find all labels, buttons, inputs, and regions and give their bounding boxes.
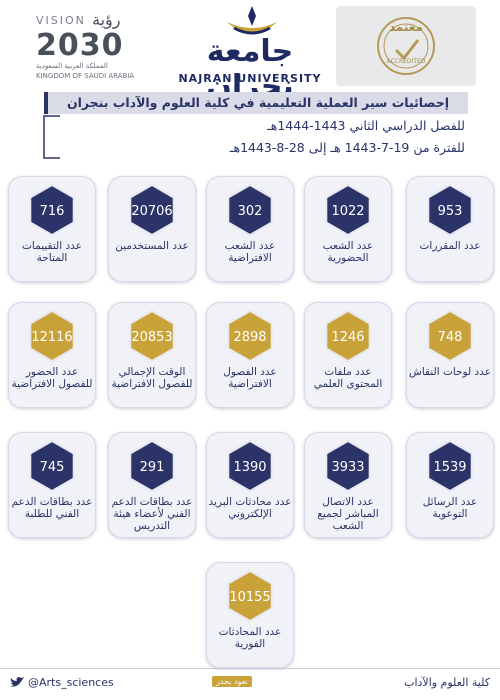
hexagon-badge: 291 bbox=[129, 440, 175, 492]
stat-label: عدد الاتصال المباشر لجميع الشعب bbox=[317, 496, 379, 532]
stat-label: عدد الرسائل التوعوية bbox=[422, 496, 478, 520]
university-name-ar: جامعة نجران bbox=[206, 34, 294, 104]
hexagon bbox=[427, 440, 473, 492]
stat-value: 716 bbox=[40, 204, 65, 219]
stat-value: 1539 bbox=[433, 460, 466, 475]
twitter-handle: @Arts_sciences bbox=[28, 676, 114, 689]
hexagon-badge: 1022 bbox=[325, 184, 371, 236]
stat-label: عدد المحادثات الفورية bbox=[218, 626, 282, 650]
stat-value: 748 bbox=[438, 330, 463, 345]
footer: @Arts_sciences نعود بحذر كلية العلوم وال… bbox=[0, 668, 500, 697]
accreditation-box: معتمد ACCREDITED bbox=[336, 6, 476, 86]
stat-label: عدد ملفات المحتوى العلمي bbox=[313, 366, 383, 390]
stat-label: عدد الشعب الافتراضية bbox=[224, 240, 276, 264]
twitter-icon bbox=[10, 677, 24, 687]
accreditation-en: ACCREDITED bbox=[386, 58, 426, 65]
subtitle-period: للفترة من 19-7-1443 هـ إلى 28-8-1443هـ bbox=[229, 140, 465, 155]
stat-value: 1246 bbox=[331, 330, 364, 345]
hexagon bbox=[227, 184, 273, 236]
stat-value: 2898 bbox=[233, 330, 266, 345]
hexagon bbox=[427, 184, 473, 236]
hashtag: نعود بحذر bbox=[212, 676, 252, 687]
vision-kingdom-en: KINGDOM OF SAUDI ARABIA bbox=[36, 72, 135, 80]
vision-kingdom-ar: المملكة العربية السعودية bbox=[36, 62, 108, 70]
hexagon-badge: 20853 bbox=[129, 310, 175, 362]
stat-value: 953 bbox=[438, 204, 463, 219]
stat-label: عدد لوحات النقاش bbox=[409, 366, 491, 378]
university-emblem bbox=[227, 6, 277, 35]
university-name-en: NAJRAN UNIVERSITY bbox=[178, 72, 322, 85]
hexagon bbox=[129, 440, 175, 492]
vision-label: VISION bbox=[36, 14, 86, 27]
hexagon-badge: 716 bbox=[29, 184, 75, 236]
stat-label: عدد بطاقات الدعم الفني لأعضاء هيئة التدر… bbox=[111, 496, 193, 532]
stat-value: 1390 bbox=[233, 460, 266, 475]
stat-value: 1022 bbox=[331, 204, 364, 219]
stat-value: 745 bbox=[40, 460, 65, 475]
title: إحصائيات سير العملية التعليمية في كلية ا… bbox=[44, 92, 468, 114]
stat-value: 12116 bbox=[31, 330, 72, 345]
stat-label: عدد التقييمات المتاحة bbox=[22, 240, 82, 264]
stat-label: عدد الحضور للفصول الافتراضية bbox=[11, 366, 93, 390]
hexagon bbox=[129, 184, 175, 236]
stat-label: الوقت الإجمالي للفصول الافتراضية bbox=[111, 366, 193, 390]
hexagon bbox=[227, 570, 273, 622]
stat-value: 291 bbox=[140, 460, 165, 475]
stat-value: 3933 bbox=[331, 460, 364, 475]
hexagon bbox=[29, 184, 75, 236]
hexagon-badge: 953 bbox=[427, 184, 473, 236]
hexagon-badge: 1246 bbox=[325, 310, 371, 362]
hexagon-badge: 748 bbox=[427, 310, 473, 362]
subtitle-bracket bbox=[43, 115, 60, 159]
hexagon bbox=[325, 184, 371, 236]
hexagon bbox=[129, 310, 175, 362]
hexagon-badge: 1390 bbox=[227, 440, 273, 492]
hexagon-badge: 302 bbox=[227, 184, 273, 236]
hexagon bbox=[29, 310, 75, 362]
hexagon bbox=[227, 440, 273, 492]
hexagon-badge: 3933 bbox=[325, 440, 371, 492]
hexagon-badge: 2898 bbox=[227, 310, 273, 362]
hexagon-badge: 1539 bbox=[427, 440, 473, 492]
stat-label: عدد الفصول الافتراضية bbox=[223, 366, 277, 390]
stat-value: 302 bbox=[238, 204, 263, 219]
stat-value: 20853 bbox=[131, 330, 172, 345]
vision-arabic: رؤية bbox=[92, 10, 121, 29]
stat-value: 20706 bbox=[131, 204, 172, 219]
accreditation-seal bbox=[377, 17, 435, 75]
stat-label: عدد محادثات البريد الإلكتروني bbox=[208, 496, 292, 520]
stat-label: عدد بطاقات الدعم الفني للطلبة bbox=[11, 496, 93, 520]
hexagon-badge: 745 bbox=[29, 440, 75, 492]
hexagon bbox=[325, 440, 371, 492]
hexagon bbox=[29, 440, 75, 492]
hexagon bbox=[325, 310, 371, 362]
stat-label: عدد المستخدمين bbox=[115, 240, 189, 252]
hexagon-badge: 12116 bbox=[29, 310, 75, 362]
hexagon bbox=[227, 310, 273, 362]
hexagon-badge: 10155 bbox=[227, 570, 273, 622]
stat-label: عدد المقررات bbox=[419, 240, 481, 252]
subtitle-semester: للفصل الدراسي الثاني 1443-1444هـ bbox=[267, 118, 465, 133]
hexagon bbox=[427, 310, 473, 362]
hexagon-badge: 20706 bbox=[129, 184, 175, 236]
college-name: كلية العلوم والآداب bbox=[404, 676, 490, 689]
accreditation-ar: معتمد bbox=[388, 20, 424, 34]
vision-year: 2030 bbox=[36, 28, 124, 63]
stat-value: 10155 bbox=[229, 590, 270, 605]
stat-label: عدد الشعب الحضورية bbox=[322, 240, 374, 264]
